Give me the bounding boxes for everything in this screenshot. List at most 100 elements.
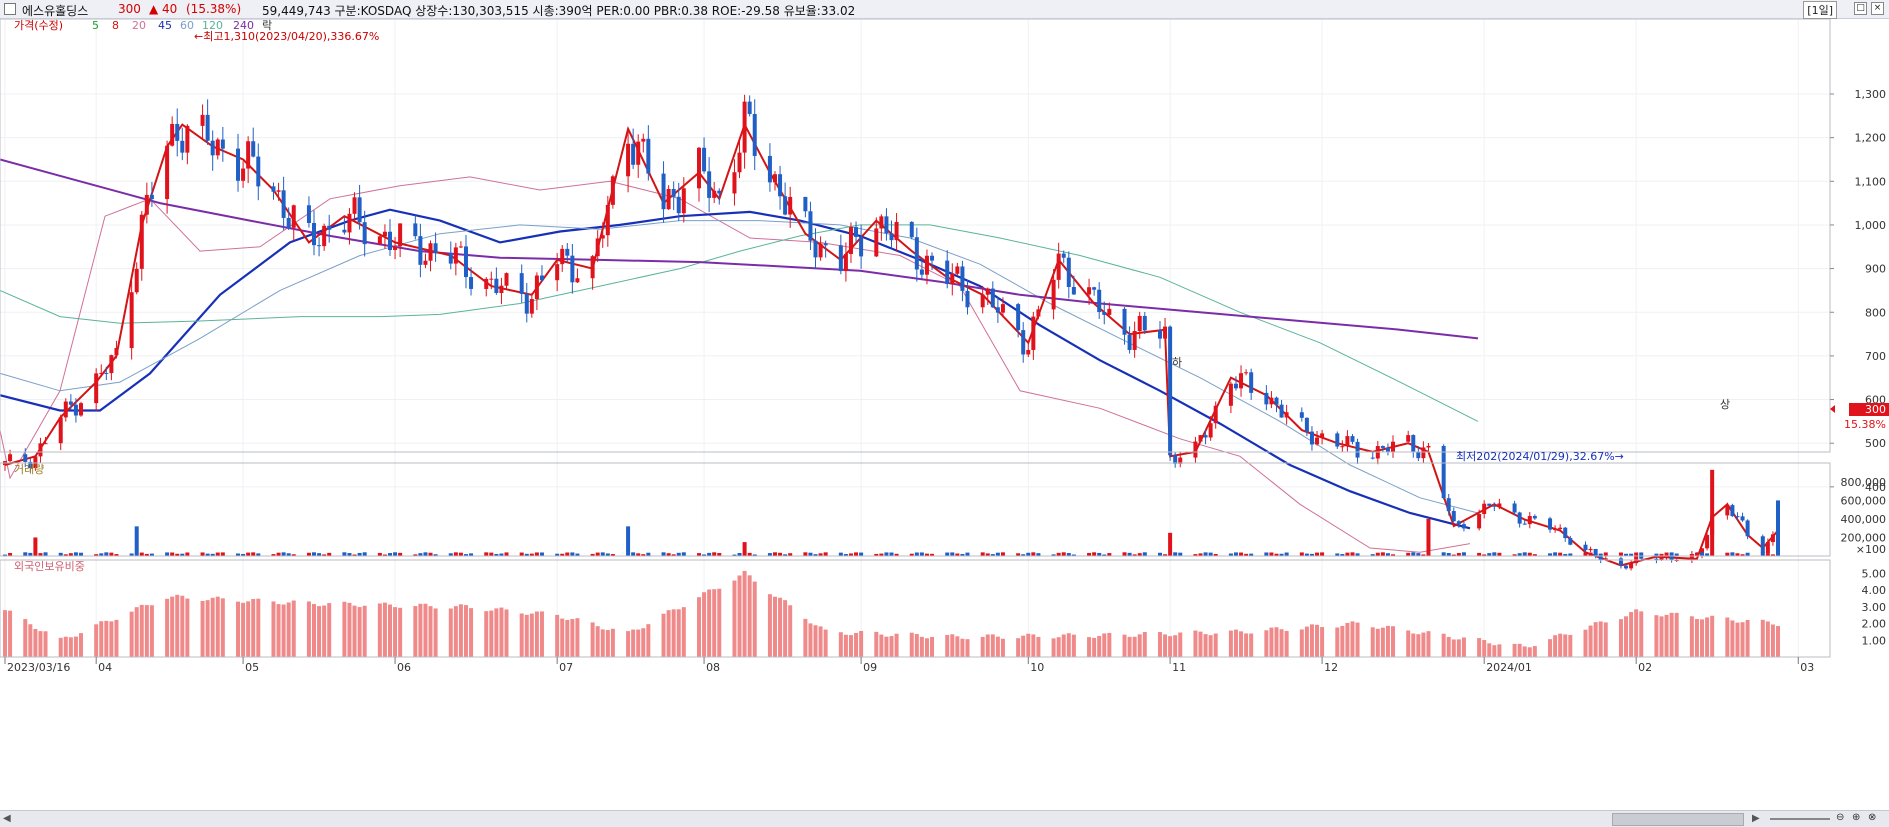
volume-bar (428, 552, 433, 556)
foreign-bar (590, 622, 595, 657)
volume-bar (681, 552, 686, 556)
zoom-slider[interactable] (1770, 818, 1830, 820)
candle-body (1092, 287, 1097, 290)
foreign-bar (68, 637, 73, 657)
foreign-bar (1097, 635, 1102, 657)
price-tick-label: 900 (1865, 263, 1886, 276)
candle-body (1021, 330, 1026, 355)
moving-averages (0, 122, 1779, 567)
foreign-bar (671, 609, 676, 657)
volume-bar (484, 552, 489, 556)
axes: 1,3001,2001,1001,00090080070060050040020… (0, 19, 1886, 674)
volume-bar (803, 552, 808, 556)
foreign-bar (1137, 634, 1142, 657)
volume-bar (1173, 552, 1178, 556)
select-checkbox[interactable] (4, 3, 16, 15)
restore-button[interactable]: □ (1854, 2, 1867, 15)
candle-body (317, 245, 322, 247)
foreign-bar (1629, 612, 1634, 657)
zoom-reset-icon[interactable]: ⊗ (1868, 812, 1877, 823)
foreign-bar (1421, 632, 1426, 657)
candle-body (78, 403, 83, 416)
volume-bar (823, 552, 828, 556)
candle-body (590, 256, 595, 279)
foreign-bar (707, 589, 712, 657)
candle-body (813, 240, 818, 258)
candle-body (1588, 548, 1593, 551)
candle-body (1421, 447, 1426, 459)
candle-body (803, 196, 808, 212)
volume-bar (697, 553, 702, 556)
candle-body (818, 243, 823, 258)
candle-body (8, 454, 13, 462)
scroll-left-icon[interactable]: ◀ (3, 813, 11, 824)
foreign-bar (347, 602, 352, 657)
foreign-bar (712, 589, 717, 657)
candle-body (387, 231, 392, 251)
volume-bar (1350, 552, 1355, 556)
scroll-right-icon[interactable]: ▶ (1752, 813, 1760, 824)
foreign-bar (246, 601, 251, 657)
volume-panel-frame (0, 462, 1831, 557)
zoom-in-icon[interactable]: ⊕ (1852, 812, 1861, 823)
candle-body (129, 292, 134, 349)
scroll-thumb[interactable] (1612, 813, 1744, 826)
candle-body (1760, 536, 1765, 554)
candle-body (458, 246, 463, 248)
candle-body (1517, 512, 1522, 524)
volume-bar (909, 553, 914, 556)
volume-bar (1411, 552, 1416, 556)
date-tick-label: 09 (863, 661, 877, 674)
volume-bar (1385, 553, 1390, 556)
volume-bar (1087, 552, 1092, 556)
volume-bar (742, 542, 747, 556)
foreign-bar (1335, 627, 1340, 657)
volume-bar (1760, 552, 1765, 556)
period-button[interactable]: [1일] (1803, 1, 1837, 19)
foreign-bar (874, 631, 879, 657)
volume-bar (256, 553, 261, 556)
volume-bar (1375, 552, 1380, 556)
candle-body (144, 194, 149, 215)
candle-body (1654, 558, 1659, 561)
price-panel-frame (0, 19, 1831, 453)
foreign-bar (529, 613, 534, 657)
volume-bar (377, 552, 382, 556)
candle-body (1370, 457, 1375, 459)
candle-body (737, 152, 742, 173)
stock-chart[interactable]: 1,3001,2001,1001,00090080070060050040020… (0, 19, 1889, 809)
foreign-bar (570, 619, 575, 657)
volume-bar (1441, 552, 1446, 556)
foreign-bar (1406, 630, 1411, 657)
foreign-bar (291, 600, 296, 657)
foreign-bar (1350, 621, 1355, 657)
volume-bar (418, 553, 423, 556)
foreign-bar (747, 575, 752, 657)
foreign-bar (909, 632, 914, 657)
foreign-bar (1031, 634, 1036, 657)
candle-body (1532, 516, 1537, 519)
zoom-out-icon[interactable]: ⊖ (1836, 812, 1845, 823)
horizontal-scrollbar[interactable]: ◀ ▶ ⊖ ⊕ ⊗ (0, 810, 1889, 827)
candle-body (286, 217, 291, 228)
foreign-bar (256, 598, 261, 657)
candle-body (322, 225, 327, 247)
volume-bar (1770, 554, 1775, 556)
date-tick-label: 08 (706, 661, 720, 674)
foreign-bar (1624, 616, 1629, 657)
foreign-bar (3, 610, 7, 657)
price-tick-label: 1,000 (1855, 219, 1887, 232)
foreign-bar (271, 601, 276, 657)
foreign-bar (1355, 622, 1360, 657)
candle-body (205, 114, 210, 141)
volume-bar (610, 554, 615, 556)
volume-bar (1000, 552, 1005, 556)
foreign-bar (519, 613, 524, 657)
close-button[interactable]: × (1871, 2, 1884, 15)
candle-body (1233, 383, 1238, 389)
candle-body (1770, 534, 1775, 543)
candle-body (980, 294, 985, 308)
volume-bar (965, 552, 970, 556)
foreign-bar (28, 624, 33, 657)
foreign-bar (919, 636, 924, 657)
